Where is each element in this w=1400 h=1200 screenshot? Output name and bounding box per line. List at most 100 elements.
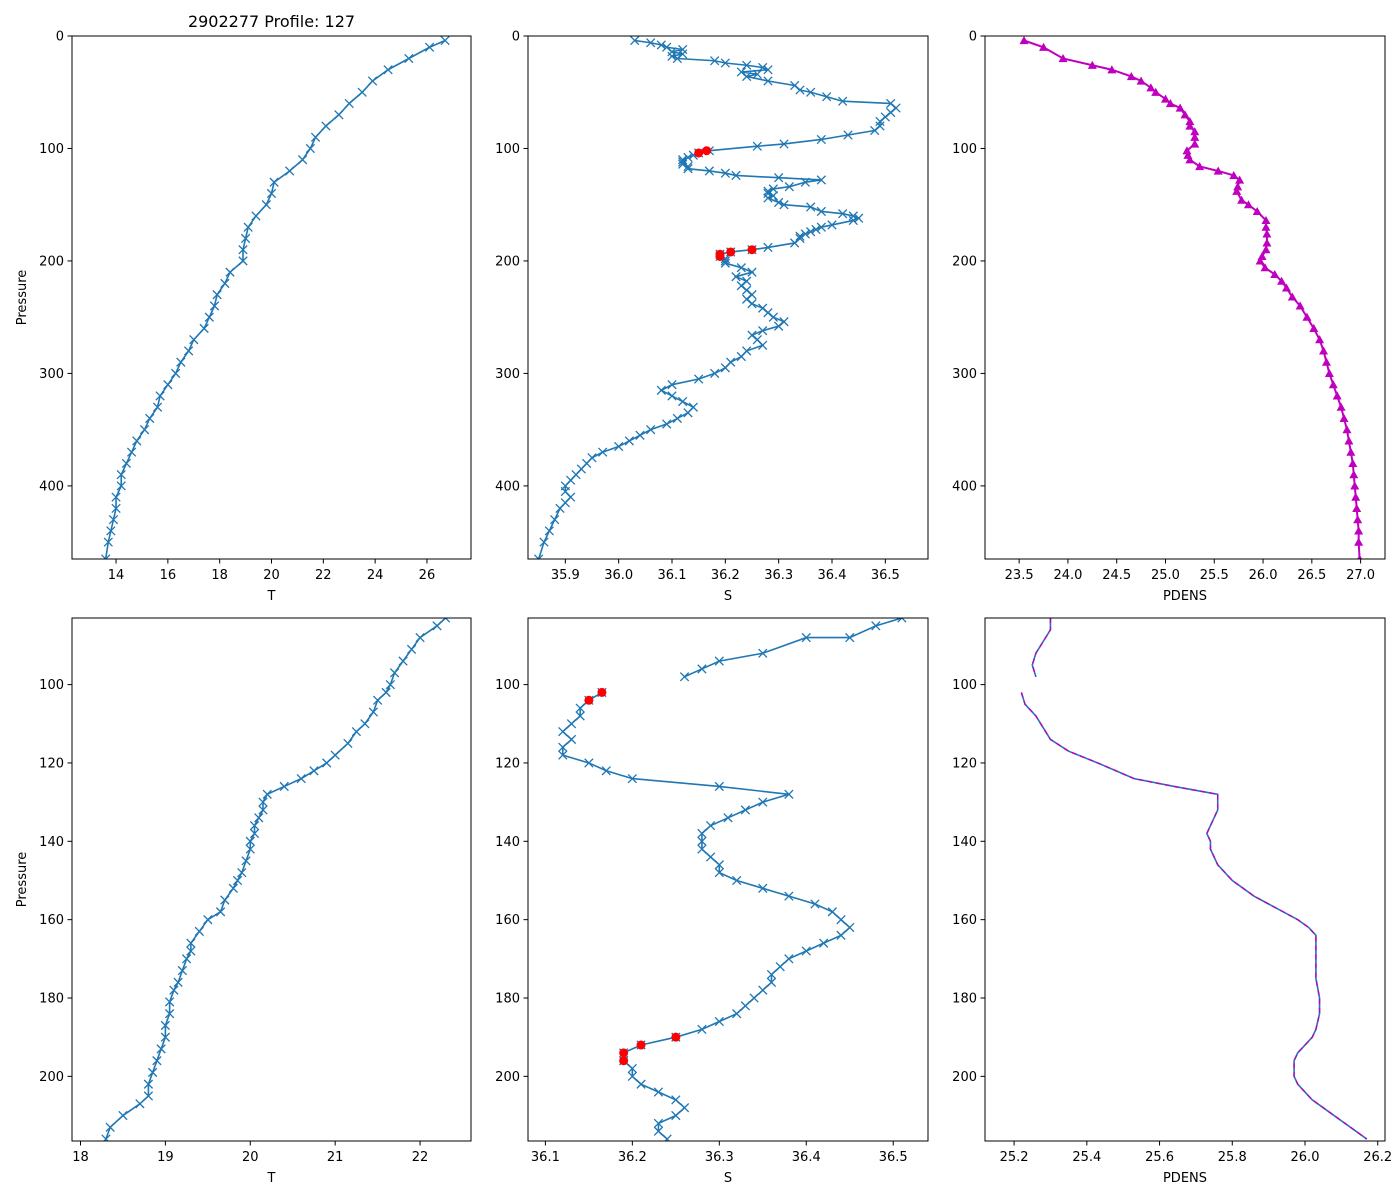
data-point (1195, 161, 1205, 171)
data-point (763, 65, 773, 75)
data-point (747, 267, 757, 277)
x-axis-label: S (724, 1171, 732, 1186)
data-point (653, 1118, 664, 1129)
data-point (121, 458, 132, 469)
data-point (440, 618, 451, 623)
data-point (1342, 425, 1352, 434)
data-point (1182, 146, 1192, 155)
data-point (566, 734, 577, 745)
data-point (372, 695, 383, 705)
plot-area (1020, 618, 1368, 1140)
data-point (763, 188, 773, 199)
data-point (1243, 200, 1253, 209)
data-point (322, 758, 332, 768)
y-tick-label: 200 (495, 1070, 520, 1085)
data-point (758, 797, 768, 807)
data-point (126, 447, 137, 457)
data-point (220, 895, 230, 905)
data-point (160, 1020, 171, 1031)
data-point (1229, 170, 1239, 180)
data-point (1260, 263, 1270, 272)
data-point (1352, 503, 1362, 512)
data-point (848, 215, 858, 226)
data-point (731, 170, 741, 181)
series-line (1031, 618, 1052, 677)
data-point (1315, 335, 1325, 344)
data-point (212, 290, 222, 300)
data-point (775, 962, 785, 972)
data-point (1344, 436, 1354, 445)
data-point (854, 213, 864, 223)
data-point (806, 227, 816, 237)
data-point (111, 503, 121, 514)
data-point (779, 200, 789, 210)
data-point (139, 424, 150, 435)
data-point (870, 125, 880, 136)
data-point (135, 1099, 145, 1109)
data-point (838, 209, 848, 219)
data-point (1262, 229, 1272, 238)
data-point (203, 914, 213, 925)
data-point (1058, 53, 1068, 63)
x-axis-label: T (267, 1171, 276, 1186)
data-point (714, 781, 724, 792)
data-point (544, 526, 554, 536)
data-point (368, 707, 379, 717)
data-point (181, 954, 192, 964)
data-point (424, 42, 435, 52)
bottom-temperature-panel: 18 19 20 21 22 100 120 140 160 180 200 T Pressure (15, 617, 472, 1186)
x-tick-label: 36.2 (618, 1150, 647, 1165)
y-axis-label: Pressure (15, 852, 30, 908)
x-tick-label: 18 (211, 568, 228, 583)
data-point (262, 789, 272, 799)
data-point (143, 1079, 154, 1089)
axes-frame (71, 35, 472, 560)
data-point (132, 436, 142, 446)
data-point (360, 719, 370, 729)
top-salinity-panel: 35.9 36.0 36.1 36.2 36.3 36.4 36.5 0 100 200 300 40… (495, 30, 929, 604)
data-point (697, 844, 707, 854)
series-line (561, 691, 851, 1140)
x-tick-label: 25.8 (1218, 1150, 1247, 1165)
y-tick-label: 300 (495, 367, 520, 382)
data-point (714, 656, 724, 666)
data-point (284, 166, 295, 176)
data-point (822, 92, 832, 102)
data-point (827, 220, 837, 230)
data-point (183, 346, 194, 356)
data-point (1346, 447, 1356, 456)
data-point (646, 424, 656, 435)
x-tick-label: 27.0 (1346, 568, 1375, 583)
axes-frame (984, 617, 1386, 1142)
y-tick-label: 300 (39, 367, 64, 382)
data-point (672, 53, 682, 64)
data-point (1353, 515, 1363, 524)
data-point (440, 36, 450, 46)
data-point (389, 668, 400, 678)
data-point (1336, 402, 1346, 411)
data-point (758, 326, 768, 336)
data-point (310, 132, 321, 142)
y-tick-label: 180 (952, 992, 977, 1007)
data-point (539, 537, 549, 547)
x-tick-label: 24.5 (1102, 568, 1131, 583)
data-point (1349, 470, 1359, 479)
data-point (714, 867, 724, 878)
data-point (653, 1126, 664, 1136)
data-point (816, 206, 826, 217)
data-point (1261, 215, 1271, 225)
data-point (251, 211, 261, 221)
data-point (800, 177, 810, 187)
data-point (795, 231, 805, 241)
data-point (810, 899, 820, 909)
data-point (766, 977, 777, 987)
plot-area (101, 618, 451, 1141)
data-point (220, 278, 230, 289)
data-point (836, 914, 846, 925)
data-point (784, 182, 794, 192)
data-point (343, 738, 353, 749)
y-tick-label: 200 (495, 254, 520, 269)
y-tick-label: 400 (39, 479, 64, 494)
data-point (740, 1001, 751, 1011)
